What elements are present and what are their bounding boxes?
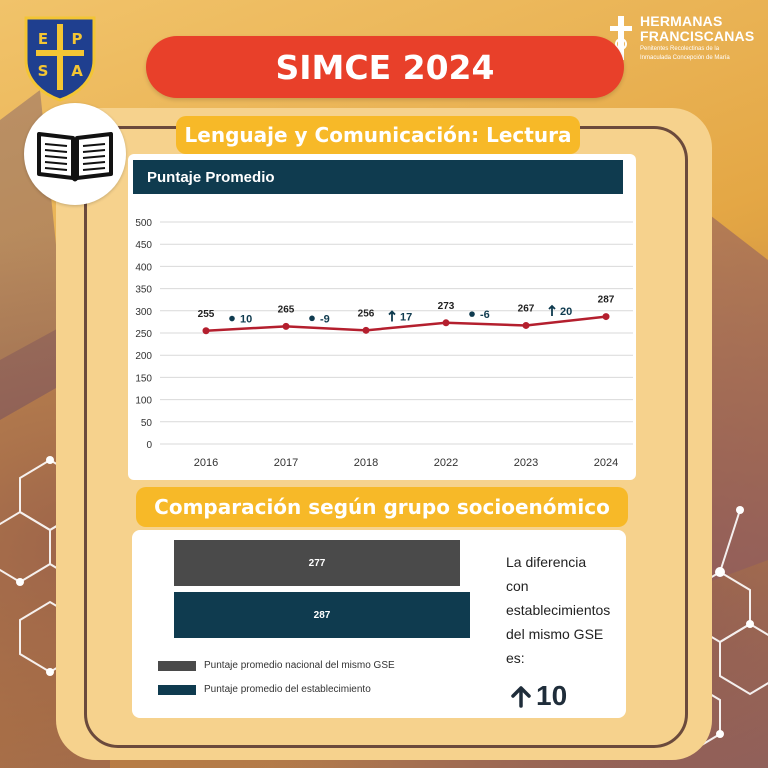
change-label: 17: [400, 312, 412, 324]
difference-line: del mismo GSE: [506, 626, 604, 642]
chart-header: Puntaje Promedio: [133, 160, 623, 194]
brand-sub-line1: Penitentes Recolectinas de la: [640, 46, 720, 52]
y-tick-label: 350: [135, 285, 152, 296]
difference-text: La diferencia con establecimientos del m…: [506, 550, 624, 670]
legend-swatch-establishment: [158, 684, 196, 695]
open-book-icon: [37, 132, 113, 182]
gse-card: 277 287 Puntaje promedio nacional del mi…: [132, 530, 626, 718]
data-label: 265: [278, 304, 295, 315]
legend-label-national: Puntaje promedio nacional del mismo GSE: [204, 660, 395, 671]
svg-text:A: A: [71, 62, 83, 80]
data-point: [442, 319, 450, 327]
school-crest-logo: E P S A: [24, 16, 96, 102]
change-label: -9: [320, 313, 330, 325]
y-tick-label: 500: [135, 218, 152, 229]
legend-label-establishment: Puntaje promedio del establecimiento: [204, 684, 371, 695]
y-tick-label: 400: [135, 262, 152, 273]
change-arrow-up-icon: [388, 310, 396, 322]
change-label: -6: [480, 309, 490, 321]
data-label: 256: [358, 308, 375, 319]
y-tick-label: 200: [135, 351, 152, 362]
difference-line: La diferencia: [506, 554, 587, 570]
data-point: [602, 313, 610, 321]
x-tick-label: 2017: [274, 457, 298, 469]
data-label: 255: [198, 309, 215, 320]
legend-swatch-national: [158, 660, 196, 671]
y-tick-label: 150: [135, 373, 152, 384]
bar-establishment: 287: [174, 592, 470, 638]
brand-name-line1: HERMANAS: [640, 13, 723, 29]
change-dot-icon: [229, 315, 235, 322]
difference-number: 10: [536, 680, 568, 711]
page-title: SIMCE 2024: [146, 36, 624, 98]
data-point: [282, 322, 290, 330]
section-title-lectura: Lenguaje y Comunicación: Lectura: [176, 116, 580, 154]
bar-establishment-label: 287: [313, 609, 331, 621]
legend-establishment: Puntaje promedio del establecimiento: [158, 684, 371, 695]
change-arrow-up-icon: [548, 304, 556, 317]
svg-text:E: E: [38, 30, 48, 48]
arrow-up-icon: [511, 686, 531, 708]
y-tick-label: 450: [135, 240, 152, 251]
svg-text:P: P: [72, 30, 83, 48]
y-tick-label: 50: [141, 418, 153, 429]
x-tick-label: 2016: [194, 457, 218, 469]
brand-sub-line2: Inmaculada Concepción de María: [640, 55, 730, 61]
legend-national-gse: Puntaje promedio nacional del mismo GSE: [158, 660, 395, 671]
difference-line: establecimientos: [506, 602, 611, 618]
y-tick-label: 100: [135, 396, 152, 407]
change-label: 10: [240, 314, 252, 326]
difference-value: 10: [510, 680, 567, 712]
data-point: [522, 321, 530, 329]
change-dot-icon: [469, 311, 475, 317]
book-badge: [24, 103, 126, 205]
x-tick-label: 2018: [354, 457, 378, 469]
data-label: 287: [598, 295, 615, 306]
y-tick-label: 300: [135, 307, 152, 318]
difference-line: es:: [506, 650, 525, 666]
chart-card: Puntaje Promedio 0 50 100 150 200 250 300 350 40…: [128, 154, 636, 480]
congregation-logo: HERMANAS FRANCISCANAS Penitentes Recolec…: [608, 14, 760, 74]
bar-national-gse-label: 277: [308, 557, 326, 569]
data-label: 273: [438, 301, 455, 312]
bar-national-gse: 277: [174, 540, 460, 586]
difference-line: con: [506, 578, 529, 594]
change-label: 20: [560, 306, 572, 318]
svg-text:S: S: [38, 62, 49, 80]
x-tick-label: 2022: [434, 457, 458, 469]
section-title-gse: Comparación según grupo socioenómico: [136, 487, 628, 527]
y-tick-label: 250: [135, 329, 152, 340]
data-point: [362, 326, 370, 334]
data-point: [202, 327, 210, 335]
brand-name-line2: FRANCISCANAS: [640, 28, 755, 44]
y-tick-label: 0: [146, 440, 152, 451]
x-tick-label: 2023: [514, 457, 538, 469]
data-label: 267: [518, 303, 535, 314]
x-tick-label: 2024: [594, 457, 618, 469]
change-dot-icon: [309, 315, 315, 322]
cross-emblem-icon: [610, 16, 632, 60]
series-line: [205, 315, 607, 333]
